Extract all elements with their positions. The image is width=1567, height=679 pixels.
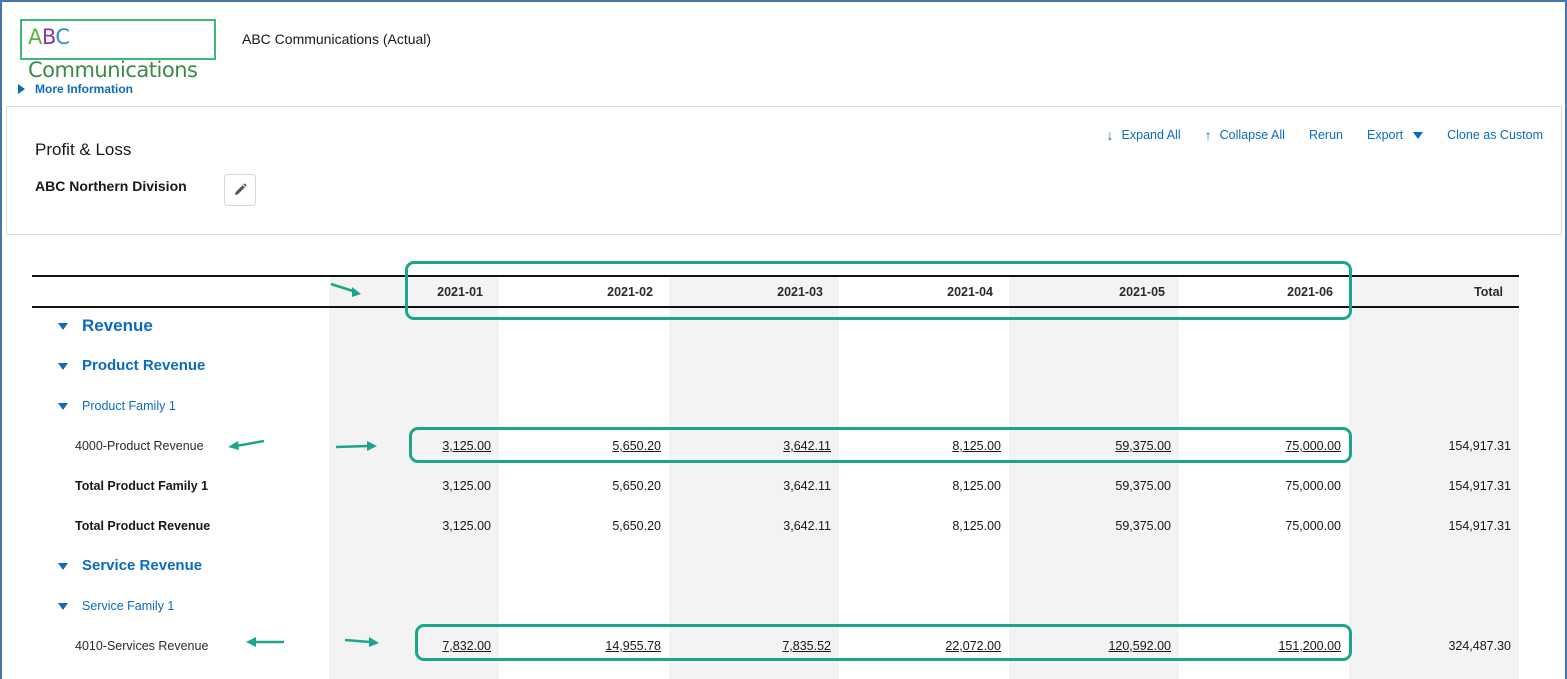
chevron-down-icon[interactable]: [58, 562, 68, 570]
table-cell-link[interactable]: 3,125.00: [442, 439, 491, 453]
table-cell: 75,000.00: [1285, 519, 1341, 533]
table-cell-total: 154,917.31: [1448, 519, 1511, 533]
report-title: Profit & Loss: [35, 140, 132, 159]
row-label: Revenue: [82, 316, 153, 335]
table-cell: 5,650.20: [612, 519, 661, 533]
table-cell: 8,125.00: [952, 519, 1001, 533]
column-header: 2021-04: [947, 285, 993, 299]
rerun-button[interactable]: Rerun: [1309, 128, 1343, 142]
chevron-down-icon[interactable]: [58, 603, 68, 611]
arrow-up-icon: ↑: [1204, 127, 1212, 143]
table-cell-link[interactable]: 7,835.52: [782, 639, 831, 653]
pencil-icon: [235, 183, 247, 195]
column-shade: [1349, 277, 1519, 679]
group-row-service-family-1[interactable]: Service Family 1: [58, 599, 174, 613]
table-header-bottom-border: [32, 306, 1519, 308]
chevron-right-icon: [18, 84, 25, 94]
column-header: 2021-05: [1119, 285, 1165, 299]
clone-as-custom-label: Clone as Custom: [1447, 128, 1543, 142]
column-shade: [1009, 277, 1179, 679]
table-cell: 59,375.00: [1115, 479, 1171, 493]
table-cell-link[interactable]: 5,650.20: [612, 439, 661, 453]
table-cell-total: 154,917.31: [1448, 479, 1511, 493]
table-cell-link[interactable]: 120,592.00: [1108, 639, 1171, 653]
column-header: 2021-01: [437, 285, 483, 299]
table-cell: 59,375.00: [1115, 519, 1171, 533]
chevron-down-icon[interactable]: [58, 403, 68, 411]
table-cell: 3,642.11: [783, 479, 831, 493]
row-label: Product Family 1: [82, 399, 176, 413]
table-cell-total: 154,917.31: [1448, 439, 1511, 453]
edit-button[interactable]: [224, 174, 256, 206]
arrow-down-icon: ↓: [1106, 127, 1114, 143]
column-header: 2021-02: [607, 285, 653, 299]
table-cell: 8,125.00: [952, 479, 1001, 493]
annotation-arrow-icon: [246, 637, 284, 647]
total-row-label: Total Product Revenue: [75, 519, 211, 533]
column-header: 2021-03: [777, 285, 823, 299]
expand-all-button[interactable]: ↓ Expand All: [1107, 127, 1181, 143]
group-row-service-revenue[interactable]: Service Revenue: [58, 557, 202, 574]
more-information-label: More Information: [35, 82, 133, 96]
column-header: Total: [1474, 285, 1503, 299]
table-cell-link[interactable]: 59,375.00: [1115, 439, 1171, 453]
annotation-arrow-icon: [228, 439, 265, 450]
column-header: 2021-06: [1287, 285, 1333, 299]
account-row-label: 4010-Services Revenue: [75, 639, 209, 653]
collapse-all-label: Collapse All: [1219, 128, 1285, 142]
table-cell-link[interactable]: 8,125.00: [952, 439, 1001, 453]
rerun-label: Rerun: [1308, 128, 1343, 142]
chevron-down-icon[interactable]: [58, 323, 68, 331]
row-label: Service Revenue: [82, 557, 203, 574]
table-cell-link[interactable]: 151,200.00: [1278, 639, 1341, 653]
table-cell: 3,125.00: [442, 519, 491, 533]
row-label: Service Family 1: [82, 599, 175, 613]
table-cell-link[interactable]: 3,642.11: [783, 439, 831, 453]
account-row-label: 4000-Product Revenue: [75, 439, 204, 453]
row-label: Product Revenue: [82, 357, 206, 374]
column-shade: [669, 277, 839, 679]
chevron-down-icon[interactable]: [58, 362, 68, 370]
table-cell: 75,000.00: [1285, 479, 1341, 493]
company-title: ABC Communications (Actual): [242, 31, 432, 47]
chevron-down-icon: [1413, 131, 1424, 139]
group-row-product-family-1[interactable]: Product Family 1: [58, 399, 176, 413]
table-cell: 3,125.00: [442, 479, 491, 493]
table-cell: 5,650.20: [612, 479, 661, 493]
more-information-toggle[interactable]: More Information: [18, 82, 133, 96]
group-row-revenue[interactable]: Revenue: [58, 316, 153, 336]
table-cell-total: 324,487.30: [1448, 639, 1511, 653]
expand-all-label: Expand All: [1121, 128, 1181, 142]
table-cell: 3,642.11: [783, 519, 831, 533]
report-header-card: Profit & Loss ABC Northern Division ↓ Ex…: [6, 106, 1562, 235]
group-row-product-revenue[interactable]: Product Revenue: [58, 357, 205, 374]
table-header-top-border: [32, 275, 1519, 277]
column-shade: [329, 277, 499, 679]
company-logo: ABC Communications: [20, 19, 216, 82]
table-cell-link[interactable]: 14,955.78: [605, 639, 661, 653]
table-cell-link[interactable]: 75,000.00: [1285, 439, 1341, 453]
report-actions: ↓ Expand All ↑ Collapse All Rerun Export…: [1107, 127, 1543, 143]
total-row-label: Total Product Family 1: [75, 479, 209, 493]
export-label: Export: [1366, 128, 1404, 142]
table-cell-link[interactable]: 22,072.00: [945, 639, 1001, 653]
table-cell-link[interactable]: 7,832.00: [442, 639, 491, 653]
clone-as-custom-button[interactable]: Clone as Custom: [1447, 128, 1543, 142]
report-subtitle: ABC Northern Division: [35, 178, 187, 194]
export-button[interactable]: Export: [1366, 128, 1424, 142]
collapse-all-button[interactable]: ↑ Collapse All: [1205, 127, 1285, 143]
